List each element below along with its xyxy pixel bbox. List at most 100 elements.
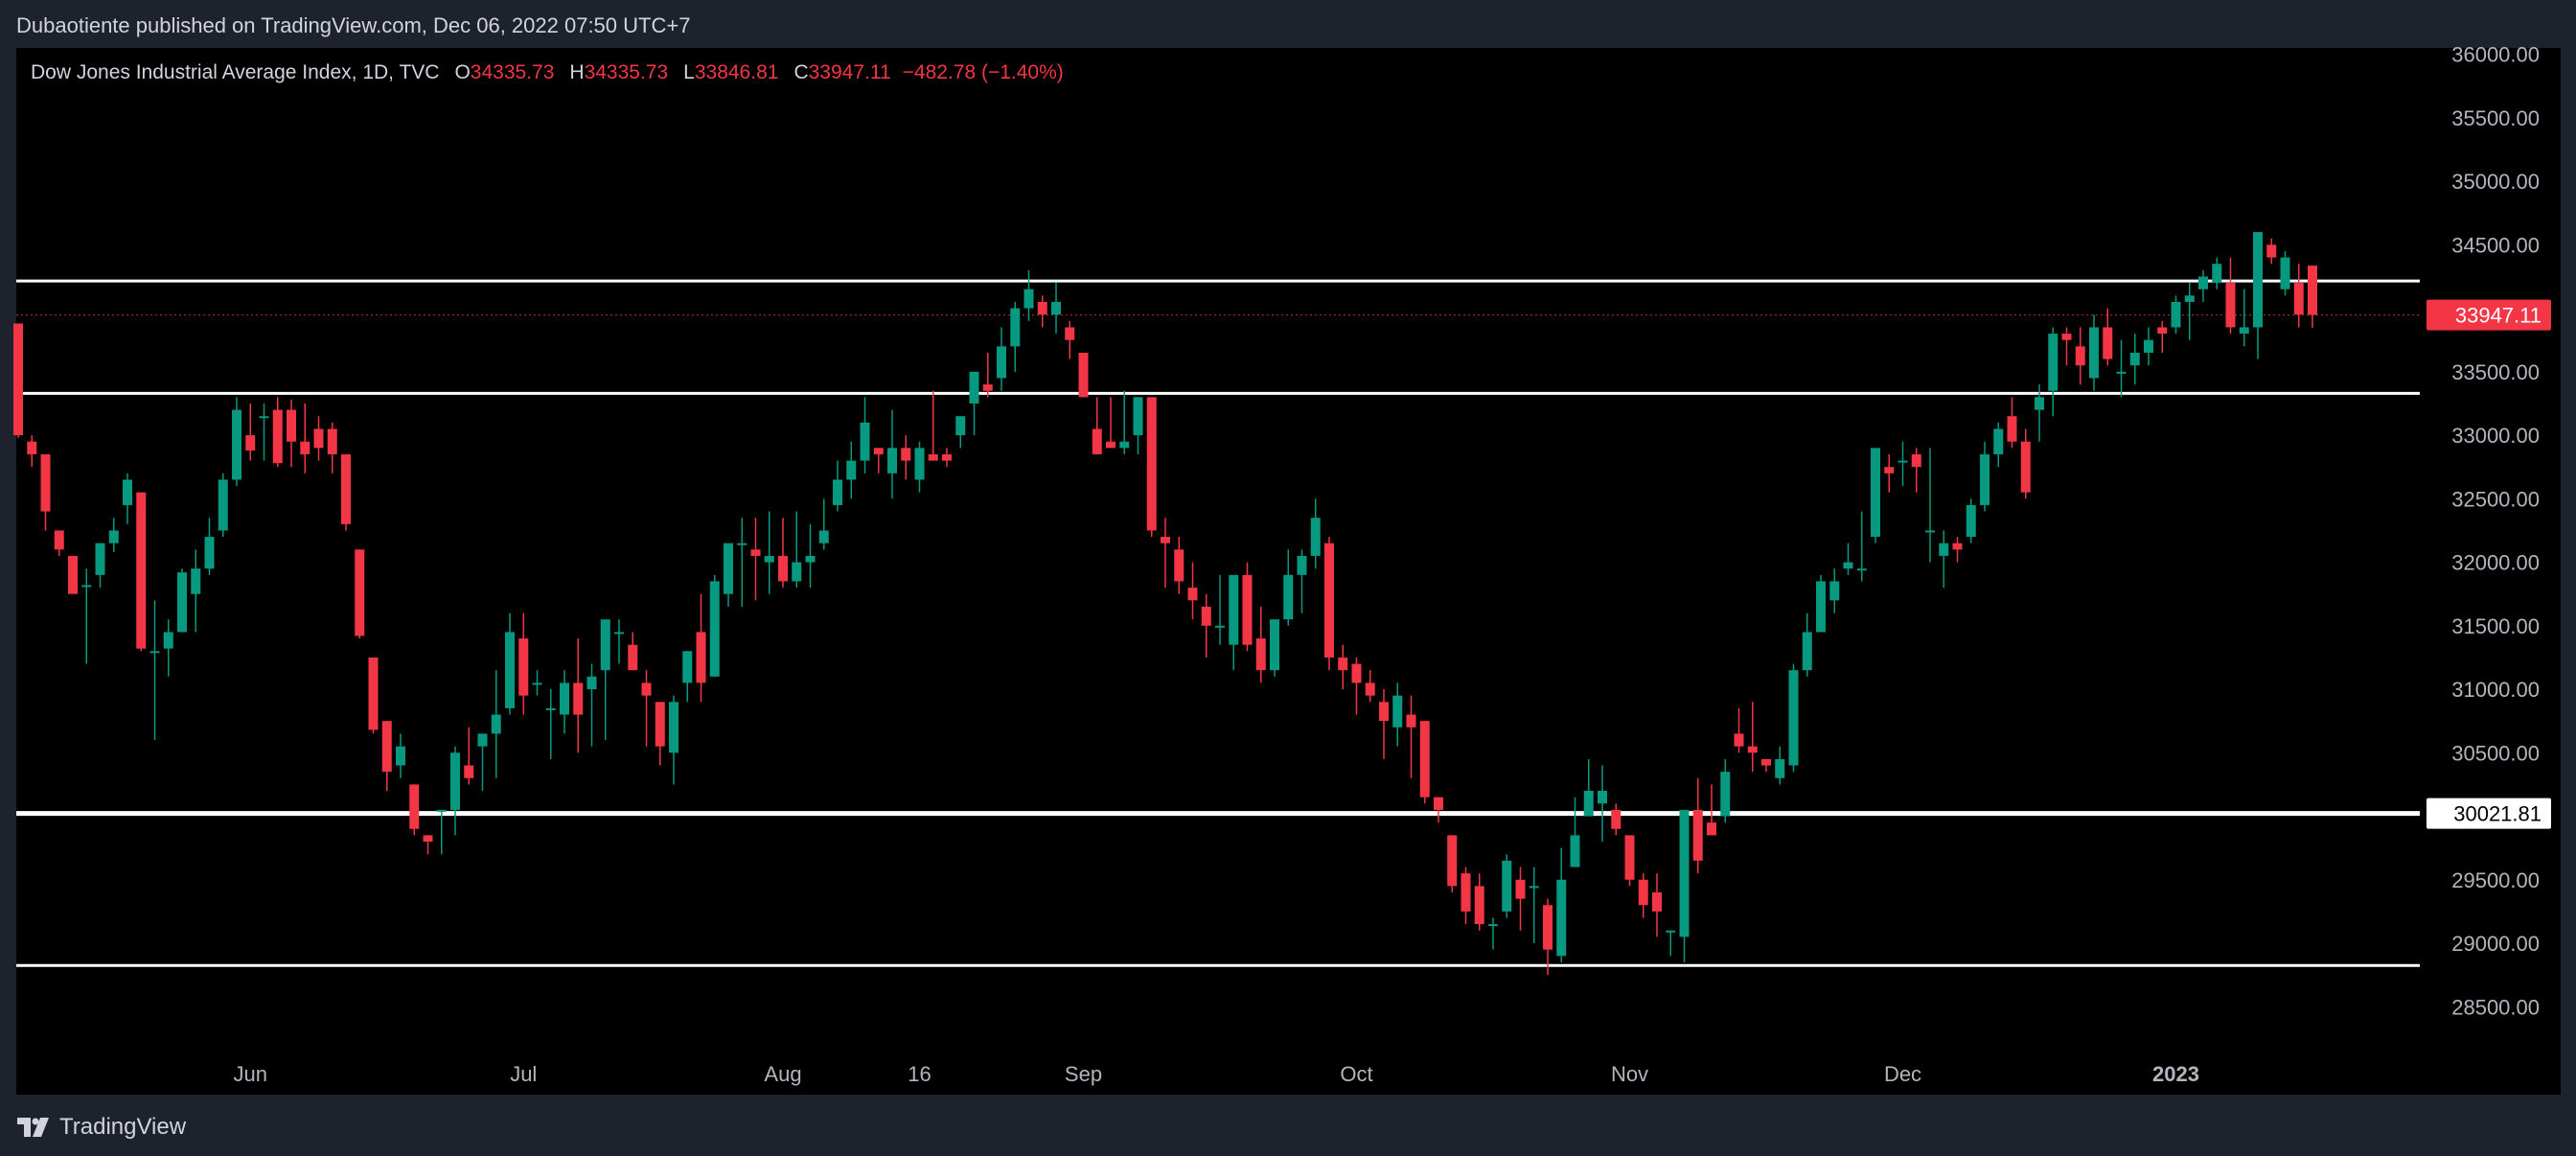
candle-body [1707,822,1716,836]
candle-body [2020,441,2031,493]
candle-body [2239,327,2249,335]
candle-body [1529,886,1539,889]
candle-body [860,422,870,461]
candle-body [1692,809,1703,861]
candle-body [341,453,351,524]
candle-body [2253,232,2263,328]
candle-body [1051,301,1061,315]
candle-body [1638,879,1648,906]
candle-body [108,530,119,543]
candle-body [150,651,160,654]
candle-body [136,492,147,649]
candle-body [1829,581,1840,601]
candle-body [724,543,733,594]
candle-body [586,676,597,690]
candle-body [1406,714,1416,728]
candle-body [682,651,693,683]
candle-body [1515,879,1526,899]
candle-body [1187,588,1198,601]
candle-body [955,416,966,436]
candle-body [2007,416,2017,442]
candle-body [641,682,652,696]
candle-body [2184,295,2195,302]
candle-body [1161,537,1170,543]
candle-body [600,619,610,671]
candle-body [545,707,556,710]
candle-body [2212,264,2222,284]
candle-body [1434,797,1443,810]
candle-body [1911,453,1921,468]
candle-body [191,568,201,594]
brand-name: TradingView [59,1114,187,1140]
candle-body [750,549,761,556]
candle-body [423,835,433,843]
candle-body [532,682,542,685]
candle-body [792,562,802,582]
candle-body [1666,930,1676,933]
y-axis-tick-label: 36000.00 [2451,43,2540,67]
x-axis-tick-label: Jun [234,1062,267,1086]
candle-body [1843,562,1853,569]
y-axis-tick-label: 31000.00 [2451,678,2540,702]
y-axis-tick-label: 32500.00 [2451,487,2540,511]
candle-body [1816,581,1826,633]
candle-body [1474,886,1484,925]
candle-body [1652,892,1662,912]
candle-body [505,632,515,708]
candle-body [573,682,584,715]
candle-body [901,448,911,461]
candle-body [1392,695,1403,728]
candle-body [914,448,925,480]
y-axis-tick-label: 28500.00 [2451,995,2540,1019]
high-label: H [569,61,585,83]
publisher-line: Dubaotiente published on TradingView.com… [16,13,691,37]
candle-body [1215,625,1225,628]
candle-body [982,384,993,391]
candle-body [2089,327,2099,379]
candle-body [655,702,665,747]
y-axis-tick-label: 32000.00 [2451,551,2540,575]
candle-body [218,479,228,531]
candle-body [1037,301,1047,315]
y-axis-tick-label: 29000.00 [2451,932,2540,956]
candle-body [1283,574,1294,620]
candle-body [95,543,105,575]
candle-body [177,572,187,633]
symbol-title: Dow Jones Industrial Average Index, 1D, … [31,61,440,83]
last-price-tag [2426,299,2551,331]
y-axis-tick-label: 29500.00 [2451,868,2540,892]
candle-body [2225,283,2236,328]
candle-body [2075,346,2085,366]
candle-body [1734,733,1744,747]
candle-body [614,632,624,635]
candle-body [13,323,23,436]
x-axis-tick-label: Nov [1611,1062,1648,1086]
candle-body [805,555,816,563]
candle-body [1939,543,1949,556]
y-axis-tick-label: 31500.00 [2451,614,2540,638]
candle-body [1351,663,1362,683]
x-axis-tick-label: 16 [908,1062,931,1086]
footer-brand[interactable]: TradingView [17,1112,186,1143]
candle-body [1174,549,1184,582]
candle-body [669,702,678,753]
candle-body [1106,441,1116,449]
candle-body [2035,397,2044,410]
candle-body [1898,460,1908,463]
candle-body [628,644,638,671]
candle-body [1925,530,1935,533]
candle-body [450,752,460,810]
candle-body [1379,702,1389,722]
candle-body [1092,428,1102,454]
candle-body [518,638,529,696]
candle-body [287,409,296,442]
candle-body [873,448,884,454]
candle-body [1884,467,1895,474]
candle-body [1679,809,1690,937]
candle-body [1980,453,1990,505]
candle-body [2280,257,2290,289]
candle-body [778,555,788,582]
candle-body [1447,835,1458,887]
candle-body [1720,772,1731,817]
